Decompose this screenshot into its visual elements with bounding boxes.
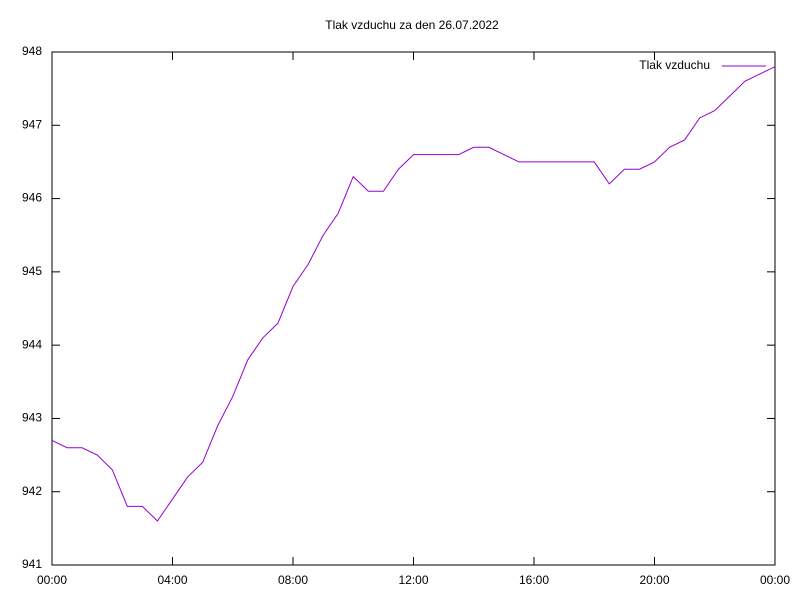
y-tick-label: 942: [22, 484, 42, 498]
x-tick-label: 20:00: [639, 573, 669, 587]
y-tick-label: 945: [22, 264, 42, 278]
x-tick-label: 16:00: [519, 573, 549, 587]
x-tick-label: 00:00: [37, 573, 67, 587]
x-tick-label: 00:00: [760, 573, 790, 587]
line: [51, 66, 776, 522]
y-tick-label: 947: [22, 117, 42, 131]
x-tick-label: 12:00: [398, 573, 428, 587]
y-tick-label: 941: [22, 557, 42, 571]
plot-border: [51, 51, 776, 566]
legend-label: Tlak vzduchu: [639, 58, 710, 72]
x-tick-label: 04:00: [157, 573, 187, 587]
y-tick-label: 943: [22, 411, 42, 425]
y-tick-label: 944: [22, 337, 42, 351]
chart-title: Tlak vzduchu za den 26.07.2022: [325, 18, 499, 32]
x-tick-label: 08:00: [278, 573, 308, 587]
y-tick-label: 946: [22, 191, 42, 205]
y-tick-label: 948: [22, 44, 42, 58]
